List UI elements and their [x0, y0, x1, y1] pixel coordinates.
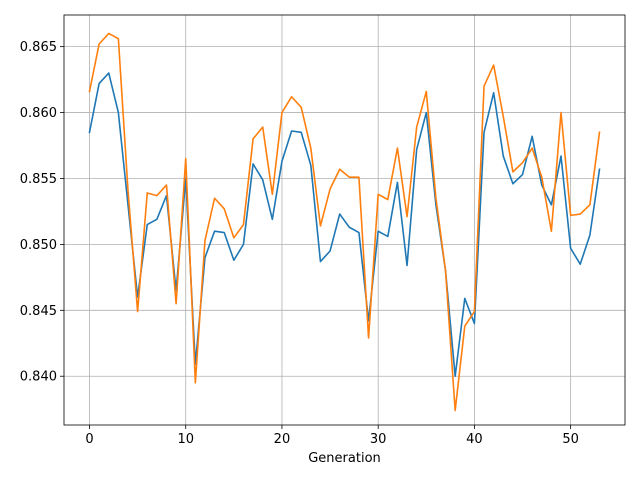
x-tick-label: 50 [562, 432, 579, 447]
series-line-1 [88, 72, 601, 378]
y-tick-label: 0.850 [20, 238, 57, 253]
series-layer [88, 32, 601, 412]
series-line-2 [88, 32, 601, 412]
x-tick-label: 10 [177, 432, 194, 447]
y-tick-label: 0.840 [20, 370, 57, 385]
x-tick-label: 20 [274, 432, 291, 447]
y-tick-label: 0.860 [20, 106, 57, 121]
x-axis-label: Generation [308, 451, 381, 466]
x-tick-label: 0 [85, 432, 93, 447]
grid [64, 15, 625, 425]
y-tick-label: 0.865 [20, 40, 57, 55]
x-tick-label: 30 [370, 432, 387, 447]
plot-frame [63, 14, 626, 426]
y-axis-ticks: 0.840 0.845 0.850 0.855 0.860 0.865 [20, 40, 64, 385]
y-tick-label: 0.855 [20, 172, 57, 187]
y-tick-label: 0.845 [20, 304, 57, 319]
x-tick-label: 40 [466, 432, 483, 447]
x-axis-ticks: 0 10 20 30 40 50 [85, 425, 579, 447]
